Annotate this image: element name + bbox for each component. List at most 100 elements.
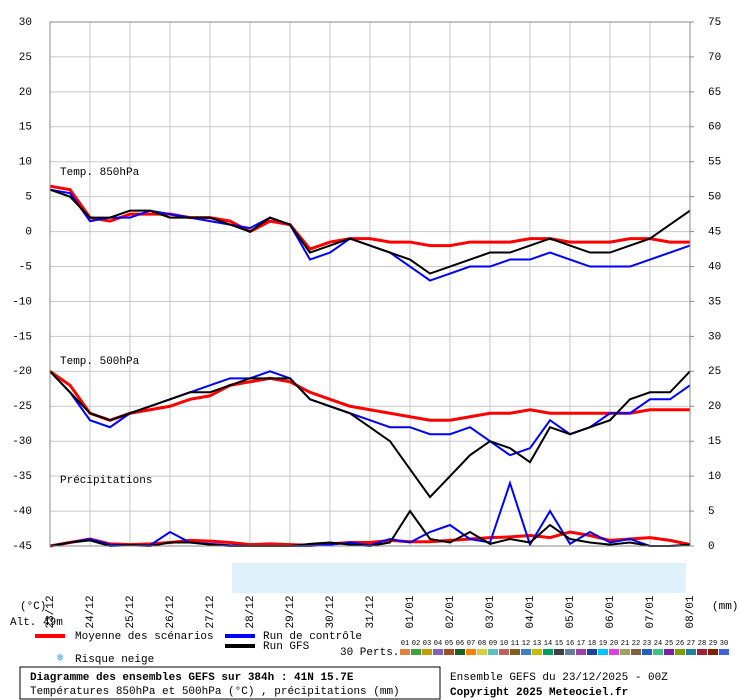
member-swatch <box>400 649 410 655</box>
member-swatch <box>664 649 674 655</box>
member-swatch <box>719 649 729 655</box>
footer-title: Diagramme des ensembles GEFS sur 384h : … <box>30 672 354 684</box>
member-label: 03 <box>423 640 431 648</box>
member-swatch <box>686 649 696 655</box>
y-tick-label: -40 <box>12 506 32 518</box>
y2-tick-label: 75 <box>708 17 721 29</box>
members-label: 30 Perts. <box>340 647 399 659</box>
member-swatch <box>422 649 432 655</box>
member-label: 29 <box>709 640 717 648</box>
footer-subtitle: Températures 850hPa et 500hPa (°C) , pré… <box>30 686 400 698</box>
member-label: 12 <box>522 640 530 648</box>
series-line <box>49 188 691 275</box>
member-label: 20 <box>610 640 618 648</box>
y2-tick-label: 65 <box>708 87 721 99</box>
member-swatch <box>587 649 597 655</box>
member-swatch <box>565 649 575 655</box>
member-swatch <box>488 649 498 655</box>
x-tick-label: 30/12 <box>325 595 337 628</box>
member-swatch <box>620 649 630 655</box>
y-tick-label: 0 <box>25 227 32 239</box>
member-label: 11 <box>511 640 519 648</box>
member-swatch <box>499 649 509 655</box>
member-swatch <box>653 649 663 655</box>
member-label: 30 <box>720 640 728 648</box>
member-label: 21 <box>621 640 629 648</box>
y2-tick-label: 10 <box>708 471 721 483</box>
x-tick-label: 28/12 <box>245 595 257 628</box>
series-line <box>49 184 690 251</box>
y2-tick-label: 25 <box>708 366 721 378</box>
member-label: 06 <box>456 640 464 648</box>
member-swatch <box>631 649 641 655</box>
legend-label: Run de contrôle <box>263 631 362 643</box>
member-label: 15 <box>555 640 563 648</box>
member-swatch <box>543 649 553 655</box>
y-tick-label: 10 <box>19 157 32 169</box>
series-line <box>49 370 690 422</box>
legend-label: Moyenne des scénarios <box>75 631 214 643</box>
member-label: 23 <box>643 640 651 648</box>
y-tick-label: 30 <box>19 17 32 29</box>
member-label: 19 <box>599 640 607 648</box>
y-tick-label: -30 <box>12 436 32 448</box>
snow-icon: ❄ <box>57 653 64 665</box>
x-tick-label: 27/12 <box>205 595 217 628</box>
x-tick-label: 02/01 <box>445 595 457 628</box>
y2-unit: (mm) <box>712 601 738 613</box>
x-tick-label: 24/12 <box>85 595 97 628</box>
legend-label: Run GFS <box>263 641 310 653</box>
altitude: Alt. 49m <box>10 617 63 629</box>
x-tick-label: 01/01 <box>405 595 417 628</box>
member-swatch <box>433 649 443 655</box>
y-tick-label: -25 <box>12 401 32 413</box>
panel-label: Temp. 500hPa <box>60 356 140 368</box>
member-swatch <box>708 649 718 655</box>
x-tick-label: 31/12 <box>365 595 377 628</box>
snow-strip <box>232 563 686 593</box>
plot-layer: -45-40-35-30-25-20-15-10-505101520253005… <box>12 17 721 629</box>
member-swatch <box>510 649 520 655</box>
member-swatch <box>444 649 454 655</box>
y2-tick-label: 35 <box>708 296 721 308</box>
member-swatch <box>466 649 476 655</box>
y2-tick-label: 55 <box>708 157 721 169</box>
member-label: 18 <box>588 640 596 648</box>
member-label: 08 <box>478 640 486 648</box>
y2-tick-label: 30 <box>708 331 721 343</box>
x-tick-label: 03/01 <box>485 595 497 628</box>
y-tick-label: -15 <box>12 331 32 343</box>
y-tick-label: -5 <box>19 261 32 273</box>
y-unit: (°C) <box>20 601 46 613</box>
x-tick-label: 07/01 <box>645 595 657 628</box>
x-tick-label: 29/12 <box>285 595 297 628</box>
member-label: 07 <box>467 640 475 648</box>
member-label: 01 <box>401 640 409 648</box>
y2-tick-label: 0 <box>708 541 715 553</box>
member-label: 22 <box>632 640 640 648</box>
copyright: Copyright 2025 Meteociel.fr <box>450 687 628 699</box>
y2-tick-label: 50 <box>708 192 721 204</box>
y2-tick-label: 40 <box>708 261 721 273</box>
member-label: 04 <box>434 640 442 648</box>
member-swatch <box>455 649 465 655</box>
member-label: 24 <box>654 640 662 648</box>
series-line <box>49 370 691 499</box>
y-tick-label: -45 <box>12 541 32 553</box>
member-label: 26 <box>676 640 684 648</box>
member-swatch <box>521 649 531 655</box>
member-label: 09 <box>489 640 497 648</box>
member-swatch <box>411 649 421 655</box>
member-swatch <box>576 649 586 655</box>
x-tick-label: 23/12 <box>45 595 57 628</box>
member-label: 10 <box>500 640 508 648</box>
member-label: 13 <box>533 640 541 648</box>
snow-label: Risque neige <box>75 654 154 666</box>
member-label: 17 <box>577 640 585 648</box>
member-swatch <box>477 649 487 655</box>
member-swatch <box>642 649 652 655</box>
x-tick-label: 08/01 <box>685 595 697 628</box>
y-tick-label: 25 <box>19 52 32 64</box>
member-swatch <box>609 649 619 655</box>
x-tick-label: 04/01 <box>525 595 537 628</box>
